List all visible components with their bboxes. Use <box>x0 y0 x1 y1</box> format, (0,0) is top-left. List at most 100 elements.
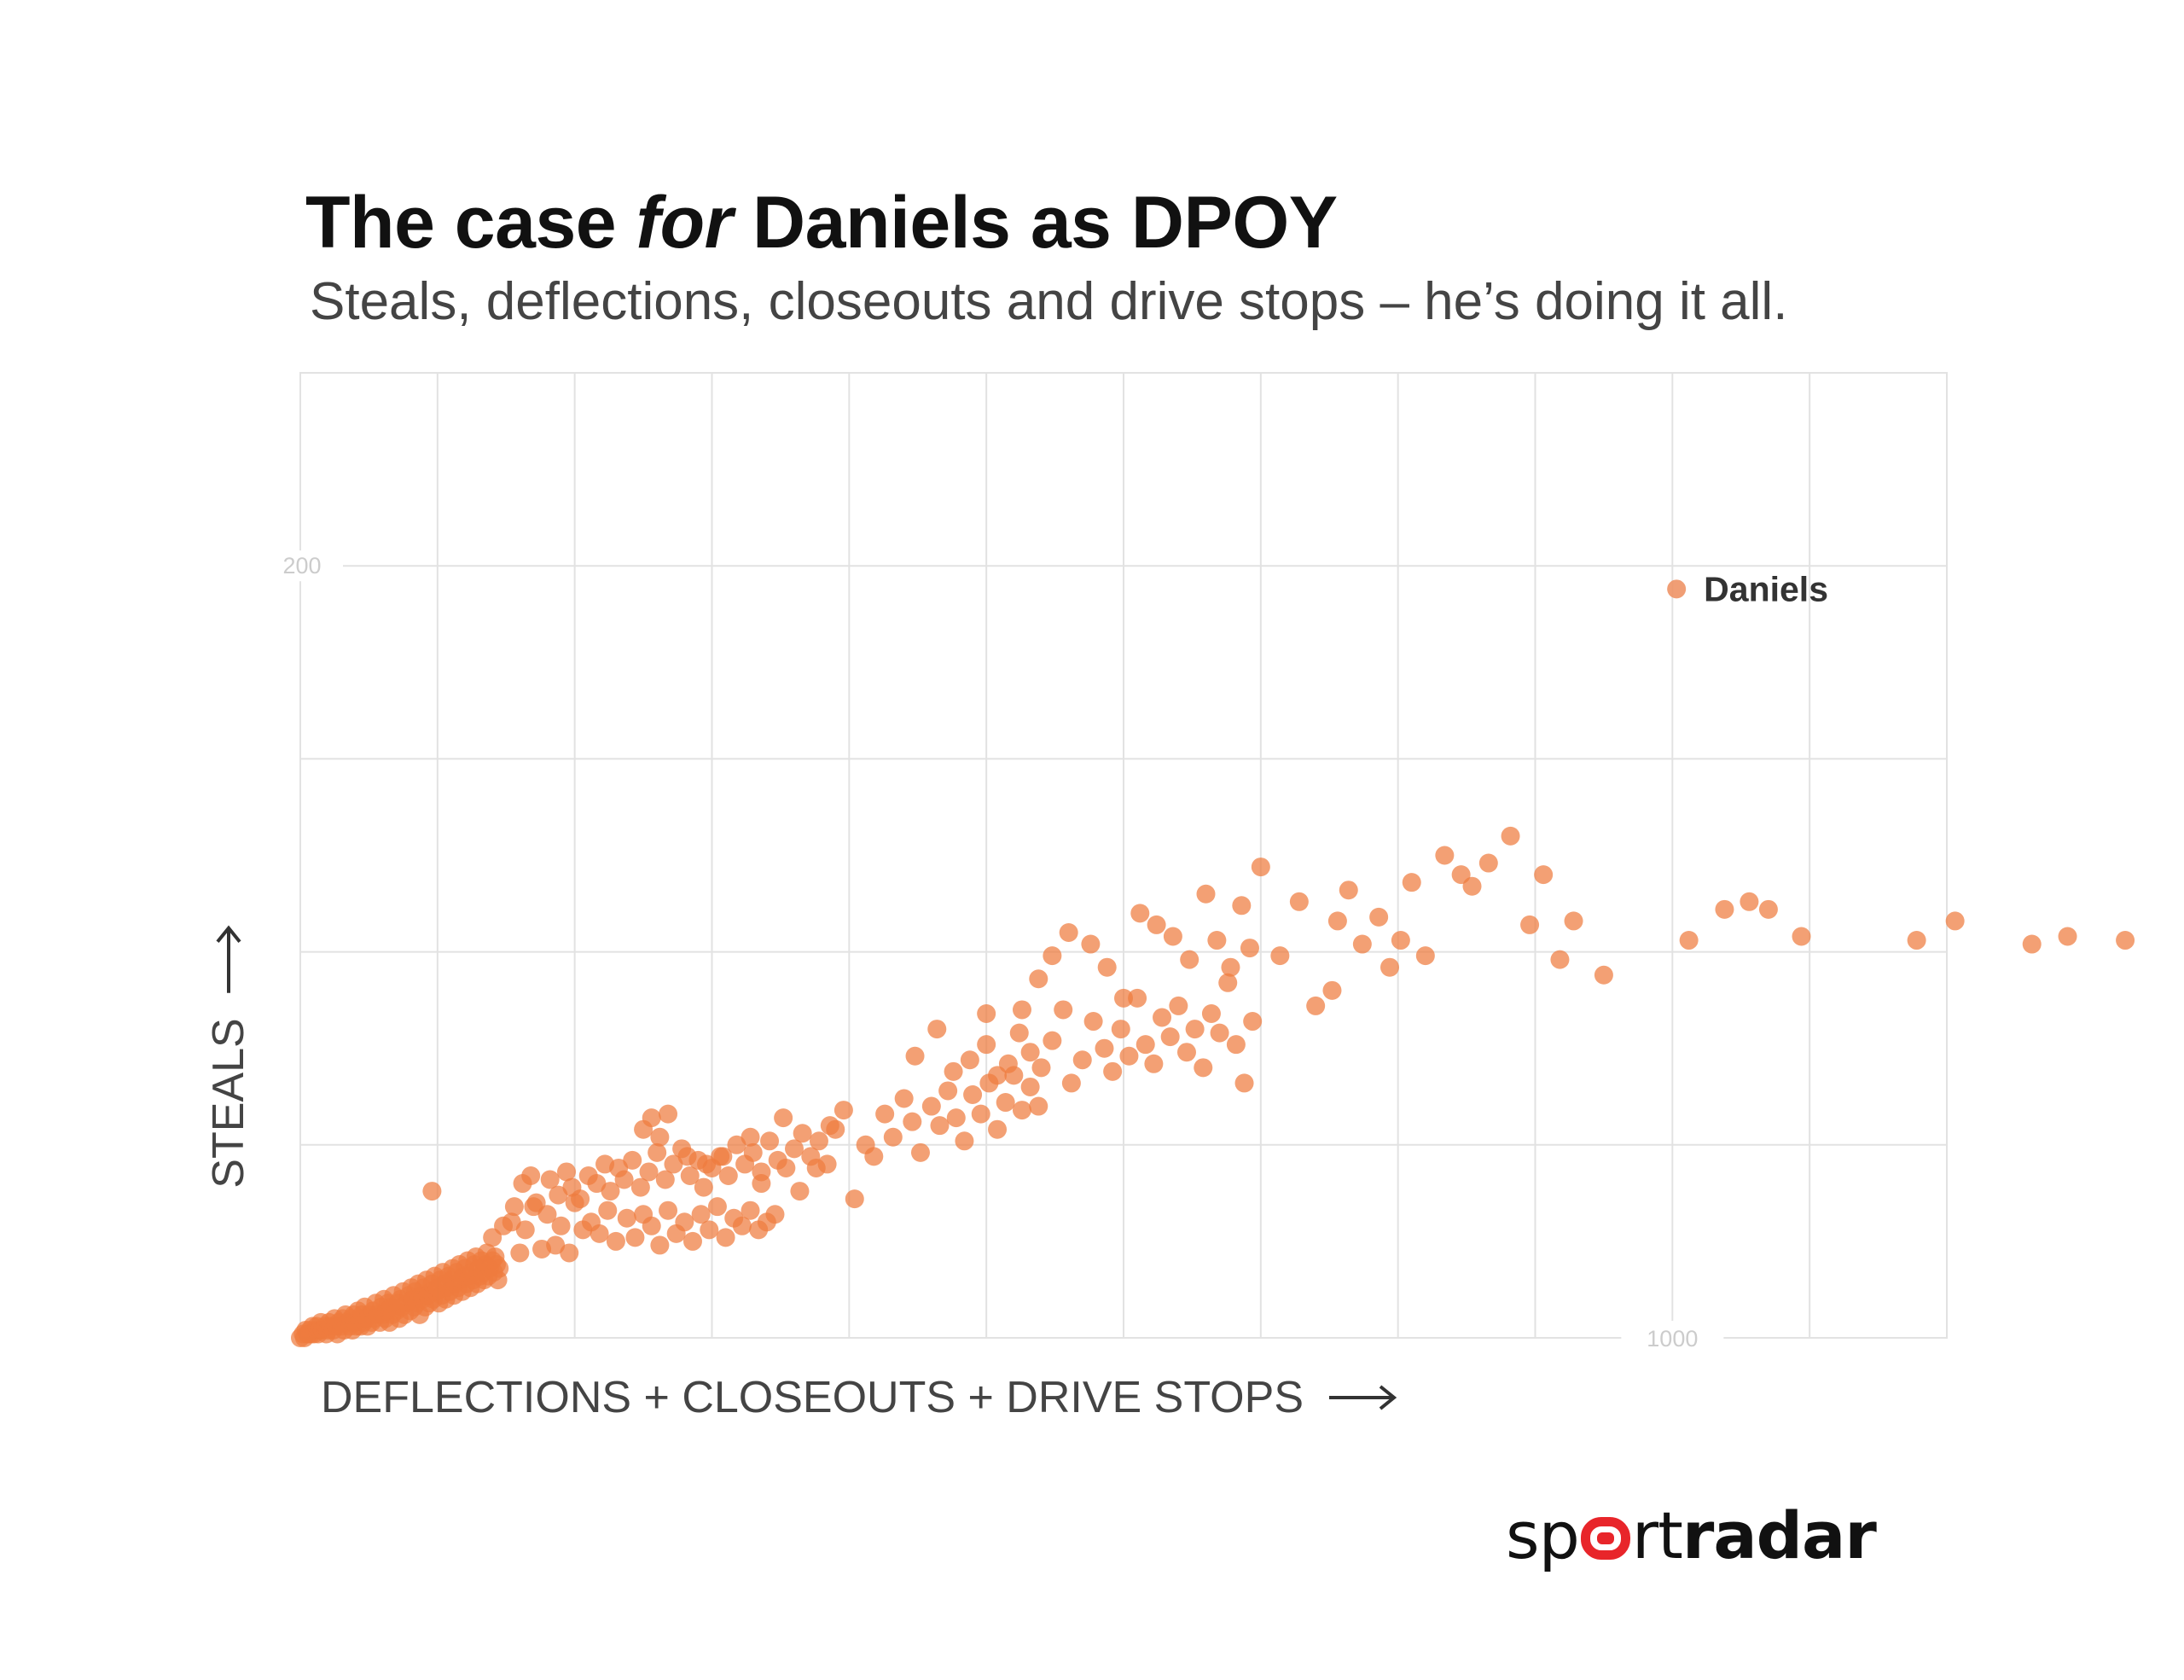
data-point <box>1114 988 1133 1008</box>
data-point <box>1128 988 1147 1008</box>
data-point <box>946 1108 966 1128</box>
data-point <box>1435 846 1455 865</box>
data-point <box>1153 1008 1172 1027</box>
data-point <box>526 1193 546 1212</box>
axis-ticks: 200 1000 <box>275 550 1724 1355</box>
data-point <box>834 1101 853 1120</box>
data-point <box>598 1200 618 1220</box>
data-point <box>1339 881 1358 900</box>
data-point <box>785 1139 804 1159</box>
data-point <box>549 1185 568 1205</box>
x-tick-bg <box>1621 1321 1724 1355</box>
data-point <box>921 1096 941 1116</box>
data-point <box>1160 1027 1180 1047</box>
data-point <box>614 1170 634 1189</box>
data-point <box>1020 1077 1040 1096</box>
data-point <box>1679 931 1699 950</box>
data-point <box>1792 927 1811 946</box>
data-point <box>1180 950 1199 969</box>
data-point <box>790 1182 810 1201</box>
data-point <box>655 1170 675 1189</box>
data-point <box>910 1142 930 1162</box>
data-point <box>617 1208 636 1228</box>
data-point <box>1196 884 1216 904</box>
data-point <box>1369 907 1389 927</box>
data-point <box>727 1135 746 1154</box>
data-point <box>1194 1058 1213 1078</box>
data-point <box>680 1166 700 1185</box>
data-point <box>1201 1003 1221 1023</box>
x-axis-label-text: DEFLECTIONS + CLOSEOUTS + DRIVE STOPS <box>321 1373 1304 1422</box>
data-point <box>601 1182 620 1201</box>
data-point <box>971 1104 990 1124</box>
data-point <box>718 1166 738 1185</box>
data-point <box>1232 896 1252 916</box>
data-point <box>1144 1054 1164 1073</box>
data-point <box>1478 853 1498 873</box>
data-point <box>502 1212 521 1232</box>
data-point <box>774 1108 793 1128</box>
data-point <box>551 1216 571 1235</box>
data-point <box>2022 934 2042 954</box>
data-point <box>1130 904 1150 923</box>
data-point <box>1029 1096 1048 1116</box>
data-point <box>743 1142 763 1162</box>
data-point <box>1061 1073 1081 1093</box>
data-point <box>806 1158 826 1177</box>
data-point <box>510 1243 530 1263</box>
data-point <box>623 1150 642 1170</box>
data-point <box>700 1220 719 1240</box>
data-point <box>716 1228 735 1247</box>
data-point <box>682 1231 702 1251</box>
data-point <box>664 1154 683 1174</box>
data-point <box>820 1116 839 1136</box>
data-point <box>504 1197 524 1217</box>
data-point <box>883 1127 903 1147</box>
data-point <box>996 1093 1015 1113</box>
data-point <box>1380 957 1400 977</box>
data-point <box>560 1243 579 1263</box>
data-point <box>642 1108 661 1128</box>
data-point <box>905 1046 925 1066</box>
chart-title-emphasis: for <box>636 182 734 264</box>
data-point <box>2058 927 2077 946</box>
data-point <box>1945 911 1965 931</box>
data-point <box>675 1212 694 1232</box>
data-point <box>571 1189 590 1209</box>
data-point <box>1462 876 1482 896</box>
highlight-group: Daniels <box>1667 569 1828 608</box>
data-point <box>1534 865 1554 885</box>
data-point <box>1243 1012 1263 1032</box>
data-point <box>1043 1031 1062 1050</box>
data-point <box>938 1081 958 1101</box>
arrow-up-icon <box>216 925 241 993</box>
data-point <box>707 1197 727 1217</box>
y-axis-label-text: STEALS <box>204 1018 253 1189</box>
data-point <box>741 1200 760 1220</box>
data-point <box>650 1127 670 1147</box>
data-point <box>625 1228 645 1247</box>
y-axis-label: STEALS <box>203 924 254 1189</box>
data-point <box>2116 931 2135 950</box>
data-point <box>1029 969 1048 989</box>
data-point <box>1169 996 1188 1015</box>
data-point <box>1012 1101 1031 1120</box>
data-point <box>809 1131 828 1151</box>
data-points <box>291 826 2135 1347</box>
data-point <box>1550 950 1570 969</box>
data-point <box>422 1182 442 1201</box>
data-point <box>1289 892 1309 911</box>
data-point <box>1907 931 1926 950</box>
data-point <box>694 1177 713 1197</box>
data-point <box>760 1131 780 1151</box>
x-tick-label: 1000 <box>1647 1326 1698 1352</box>
data-point <box>1043 946 1062 966</box>
logo-o-icon <box>1580 1517 1630 1560</box>
data-point <box>894 1089 914 1108</box>
data-point <box>741 1127 760 1147</box>
data-point <box>1072 1050 1092 1070</box>
data-point <box>1415 946 1435 966</box>
data-point <box>1218 973 1238 992</box>
data-point <box>1715 899 1734 919</box>
